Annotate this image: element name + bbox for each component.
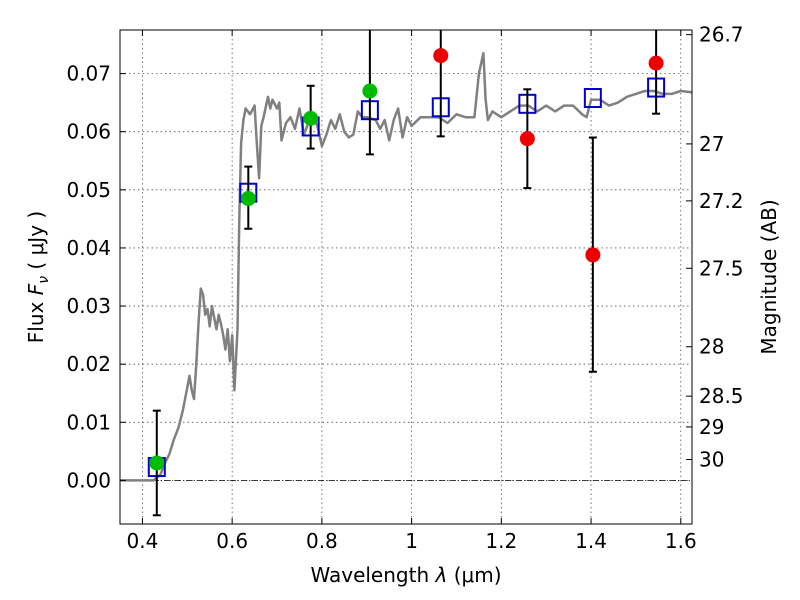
magnitude-tick-label: 27 (699, 132, 724, 156)
y-tick-label: 0.06 (66, 120, 111, 144)
y-tick-label: 0.05 (66, 178, 111, 202)
model-photometry-square (583, 87, 602, 108)
magnitude-tick-label: 30 (699, 447, 724, 471)
x-tick-label: 1.2 (485, 529, 517, 553)
observed-point (303, 110, 319, 126)
y-tick-label: 0.04 (66, 236, 111, 260)
y-tick-label: 0.03 (66, 294, 111, 318)
magnitude-tick-label: 28.5 (699, 384, 744, 408)
magnitude-tick-label: 26.7 (699, 23, 744, 47)
y-axis-label: Flux Fν ( μJy ) (24, 211, 52, 343)
magnitude-tick-label: 27.5 (699, 256, 744, 280)
x-tick-label: 1.6 (665, 529, 697, 553)
observed-point (362, 83, 378, 99)
axis-ticks: 0.4 0.6 0.8 1 1.2 1.4 1.6 0.00 0.01 0.02 0.03 0.04 0… (66, 23, 743, 553)
x-tick-label: 0.6 (216, 529, 248, 553)
y-tick-label: 0.01 (66, 410, 111, 434)
observed-points (149, 48, 664, 471)
observed-point (240, 191, 256, 207)
x-tick-label: 1.4 (575, 529, 607, 553)
y-tick-label: 0.00 (66, 468, 111, 492)
observed-point (648, 55, 664, 71)
x-tick-label: 1 (405, 529, 418, 553)
x-axis-label: Wavelength λ (μm) (310, 563, 501, 587)
plot-frame (119, 29, 693, 525)
grid-lines (120, 30, 692, 524)
magnitude-tick-label: 27.2 (699, 189, 744, 213)
magnitude-tick-label: 29 (699, 415, 724, 439)
x-tick-label: 0.8 (306, 529, 338, 553)
observed-point (433, 48, 449, 64)
y-tick-label: 0.02 (66, 352, 111, 376)
observed-point (149, 455, 165, 471)
observed-point (585, 247, 601, 263)
y-tick-label: 0.07 (66, 62, 111, 86)
observed-point (519, 131, 535, 147)
x-tick-label: 0.4 (127, 529, 159, 553)
magnitude-tick-label: 28 (699, 335, 724, 359)
right-axis-label: Magnitude (AB) (757, 199, 781, 354)
